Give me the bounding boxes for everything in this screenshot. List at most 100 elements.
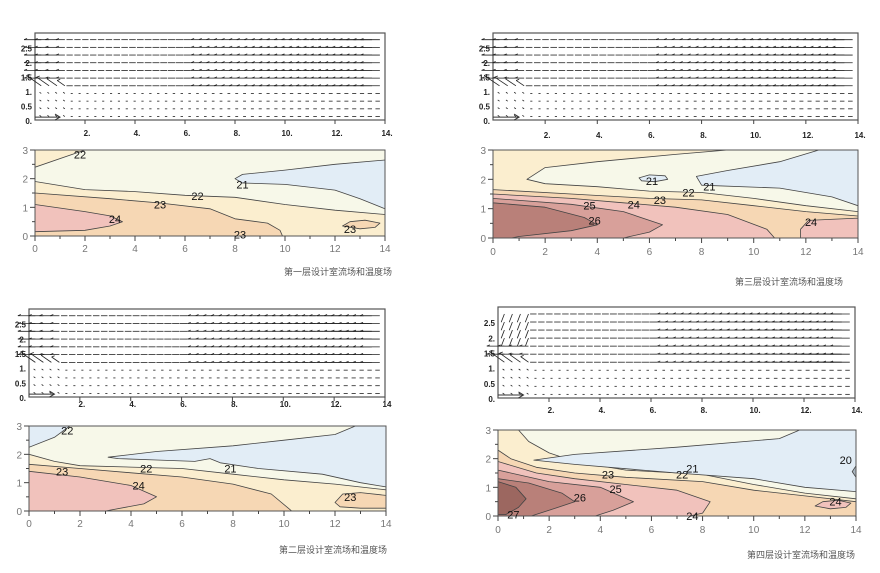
vector-arrow-head	[764, 328, 768, 331]
vector-arrow-head	[23, 61, 28, 64]
vector-arrow-head	[481, 68, 485, 71]
vector-arrow-head	[45, 68, 49, 71]
x-tick-label: 12	[329, 519, 341, 530]
vector-arrow-head	[679, 45, 683, 48]
vector-arrow-head	[822, 352, 826, 355]
vector-arrow-head	[203, 360, 207, 363]
vector-arrow-head	[664, 352, 669, 355]
contour-label: 27	[507, 510, 519, 522]
x-tick-label: 10	[279, 244, 291, 255]
vector-arrow-head	[287, 329, 291, 332]
vector-arrow-head	[279, 360, 283, 363]
vector-arrow-head	[310, 76, 314, 79]
contour-label: 25	[583, 201, 595, 213]
vector-arrow-head	[203, 329, 207, 332]
x-tick-label: 4	[595, 247, 601, 258]
vector-arrow-head	[190, 68, 195, 71]
vector-arrow	[500, 337, 505, 347]
vector-arrow-head	[346, 76, 350, 79]
contour-region-band_24_25	[814, 499, 852, 510]
vector-arrow-head	[492, 76, 496, 79]
contour-label: 22	[682, 188, 694, 200]
vector-arrow-head	[187, 353, 191, 355]
vector-arrow-head	[486, 344, 490, 347]
vector-arrow	[39, 91, 42, 94]
vector-arrow-head	[310, 84, 314, 87]
vector-arrow-head	[519, 352, 523, 355]
vector-arrow-head	[317, 53, 322, 56]
vector-arrow-head	[793, 312, 798, 315]
vector-arrow-head	[726, 38, 730, 41]
vector-arrow-head	[210, 360, 215, 363]
vector-arrow-head	[221, 53, 225, 56]
y-tick-label: 3	[16, 422, 22, 433]
vector-arrow-head	[481, 76, 485, 79]
vector-arrow	[505, 114, 508, 117]
vector-arrow-head	[787, 68, 792, 71]
vector-arrow-head	[203, 337, 207, 340]
vector-arrow	[497, 91, 500, 94]
vector-arrow-head	[234, 337, 238, 340]
vector-arrow-head	[301, 353, 306, 355]
vector-arrow	[505, 99, 508, 102]
vector-arrow	[33, 376, 36, 379]
contour-label: 21	[236, 179, 248, 191]
vector-arrow	[57, 368, 60, 371]
x-tick-label: 8	[700, 525, 706, 536]
vector-arrow-head	[352, 329, 357, 332]
x-tick-label: 12.	[802, 131, 813, 140]
vector-arrow-head	[492, 53, 496, 56]
vector-arrow-head	[655, 45, 659, 48]
vector-arrow-head	[310, 53, 314, 56]
vector-arrow-head	[345, 353, 349, 355]
x-tick-label: 0	[26, 519, 32, 530]
vector-arrow-head	[272, 314, 276, 317]
vector-arrow-head	[824, 38, 829, 41]
vector-arrow-head	[795, 68, 799, 71]
x-tick-label: 2.	[84, 129, 91, 138]
y-tick-label: 2.	[483, 59, 490, 68]
vector-arrow-head	[352, 337, 357, 340]
vector-arrow-head	[718, 312, 723, 315]
vector-arrow-head	[249, 314, 253, 317]
vector-arrow-head	[703, 45, 707, 48]
vector-arrow-head	[757, 68, 761, 71]
vector-arrow	[510, 384, 513, 387]
vector-arrow-head	[23, 38, 28, 41]
vector-arrow-head	[266, 61, 270, 64]
vector-arrow-head	[655, 53, 659, 56]
vector-arrow-head	[234, 321, 238, 324]
panel-caption: 第四层设计室流场和温度场	[747, 549, 855, 561]
vector-arrow-head	[353, 76, 357, 79]
vector-arrow-head	[815, 336, 819, 339]
vector-arrow-head	[229, 84, 233, 87]
vector-arrow-head	[822, 336, 826, 339]
vector-arrow-head	[23, 53, 28, 56]
vector-arrow	[522, 99, 525, 102]
x-tick-label: 4	[598, 525, 604, 536]
vector-arrow-head	[492, 38, 496, 41]
vector-arrow-head	[832, 45, 836, 48]
vector-arrow-head	[294, 345, 298, 348]
vector-arrow-head	[244, 53, 248, 56]
vector-arrow-head	[829, 344, 834, 347]
vector-arrow-head	[241, 360, 245, 363]
vector-arrow-head	[324, 45, 329, 48]
vector-arrow-head	[726, 45, 730, 48]
contour-label: 26	[589, 215, 601, 227]
vector-arrow	[57, 391, 60, 394]
vector-arrow-head	[734, 61, 738, 64]
vector-arrow-head	[359, 353, 364, 355]
vector-arrow-head	[272, 337, 276, 340]
vector-arrow-head	[779, 336, 783, 339]
vector-arrow-head	[718, 68, 723, 71]
vector-arrow-head	[718, 336, 723, 339]
vector-arrow-head	[273, 84, 278, 87]
vector-arrow-head	[229, 61, 233, 64]
vector-arrow-head	[288, 38, 292, 41]
vector-arrow	[520, 356, 529, 363]
contour-label: 23	[154, 199, 166, 211]
vector-arrow-head	[734, 68, 738, 71]
